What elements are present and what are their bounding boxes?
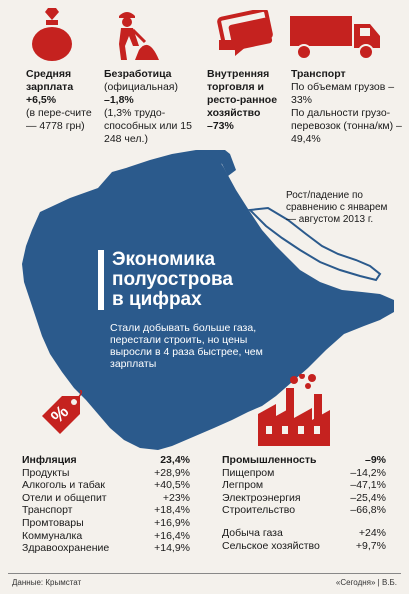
row-label: Строительство xyxy=(222,504,296,517)
row-label: Добыча газа xyxy=(222,526,283,539)
table-row: Отели и общепит +23% xyxy=(22,492,190,505)
truck-icon xyxy=(290,16,380,60)
row-label: Промтовары xyxy=(22,516,84,529)
indicator-transport: Транспорт По объемам грузов –33% По даль… xyxy=(291,68,403,146)
headline-accent-bar xyxy=(98,250,104,310)
row-label: Пищепром xyxy=(222,466,275,479)
industry-value: –9% xyxy=(364,454,386,466)
row-label: Сельское хозяйство xyxy=(222,539,320,552)
row-value: +18,4% xyxy=(154,504,190,517)
table-header: Промышленность –9% xyxy=(222,454,386,467)
row-value: +14,9% xyxy=(154,542,190,555)
headline: Экономика полуострова в цифрах xyxy=(112,250,282,310)
row-value: +9,7% xyxy=(355,539,386,552)
indicator-trade: Внутренняя торговля и ресто-ранное хозяй… xyxy=(207,68,287,133)
row-label: Продукты xyxy=(22,466,70,479)
inflation-label: Инфляция xyxy=(22,454,77,466)
footer-source: Данные: Крымстат xyxy=(12,578,82,587)
indicator-line2: По дальности грузо-перевозок (тонна/км) … xyxy=(291,107,402,145)
industry-label: Промышленность xyxy=(222,454,317,466)
crimea-map xyxy=(22,150,394,450)
indicator-title: Безработица xyxy=(104,68,172,80)
money-bill-icon xyxy=(217,10,273,56)
row-value: –66,8% xyxy=(350,504,386,517)
inflation-value: 23,4% xyxy=(160,454,190,466)
indicator-title: Средняя зарплата xyxy=(26,68,74,93)
table-header: Инфляция 23,4% xyxy=(22,454,190,467)
row-value: +16,4% xyxy=(154,529,190,542)
indicator-salary: Средняя зарплата +6,5% (в пере-счите — 4… xyxy=(26,68,98,133)
arabat-spit xyxy=(247,206,382,282)
table-row: Добыча газа +24% xyxy=(222,527,386,540)
table-row: Пищепром –14,2% xyxy=(222,467,386,480)
row-value: +24% xyxy=(358,526,386,539)
headline-line-2: полуострова xyxy=(112,269,233,290)
isthmus-shape xyxy=(196,150,236,176)
table-row: Сельское хозяйство +9,7% xyxy=(222,540,386,553)
row-label: Коммуналка xyxy=(22,529,83,542)
industry-table: Промышленность –9% Пищепром –14,2% Легпро… xyxy=(222,454,386,552)
indicator-value: –73% xyxy=(207,120,234,132)
headline-subtitle: Стали добывать больше газа, перестали ст… xyxy=(110,322,263,370)
indicator-detail: (1,3% трудо-способных или 15 248 чел.) xyxy=(104,107,192,145)
indicator-unemployment: Безработица (официальная) –1,8% (1,3% тр… xyxy=(104,68,200,146)
row-value: –25,4% xyxy=(350,491,386,504)
table-row: Коммуналка +16,4% xyxy=(22,530,190,543)
indicator-subtitle: (официальная) xyxy=(104,81,178,93)
indicator-value: –1,8% xyxy=(104,94,134,106)
inflation-table: Инфляция 23,4% Продукты +28,9% Алкоголь и… xyxy=(22,454,190,555)
row-label: Электроэнергия xyxy=(222,491,301,504)
table-row: Алкоголь и табак +40,5% xyxy=(22,479,190,492)
row-label: Алкоголь и табак xyxy=(22,479,105,492)
indicator-line1: По объемам грузов –33% xyxy=(291,81,395,106)
construction-worker-icon xyxy=(119,12,159,60)
row-value: +40,5% xyxy=(154,479,190,492)
table-row: Здравоохранение +14,9% xyxy=(22,542,190,555)
row-label: Транспорт xyxy=(22,504,73,517)
table-row: Промтовары +16,9% xyxy=(22,517,190,530)
row-value: +28,9% xyxy=(154,466,190,479)
row-value: –14,2% xyxy=(350,466,386,479)
peninsula-shape xyxy=(22,150,394,450)
row-value: –47,1% xyxy=(350,479,386,492)
money-bag-icon xyxy=(32,8,72,61)
row-label: Отели и общепит xyxy=(22,491,107,504)
factory-icon xyxy=(258,374,330,446)
indicator-value: +6,5% xyxy=(26,94,57,106)
percent-tag-icon: % xyxy=(36,390,86,440)
headline-line-1: Экономика xyxy=(112,249,216,270)
table-row: Электроэнергия –25,4% xyxy=(222,492,386,505)
indicator-detail: (в пере-счите — 4778 грн) xyxy=(26,107,92,132)
row-label: Легпром xyxy=(222,479,264,492)
row-value: +16,9% xyxy=(154,516,190,529)
footer-divider xyxy=(8,573,401,574)
comparison-note: Рост/падение по сравнению с январем— авг… xyxy=(286,190,388,225)
table-row: Легпром –47,1% xyxy=(222,479,386,492)
headline-line-3: в цифрах xyxy=(112,289,202,310)
row-value: +23% xyxy=(162,491,190,504)
table-row: Строительство –66,8% xyxy=(222,504,386,517)
footer-credit: «Сегодня» | В.Б. xyxy=(335,578,397,587)
table-row: Транспорт +18,4% xyxy=(22,504,190,517)
indicator-title: Внутренняя торговля и ресто-ранное хозяй… xyxy=(207,68,278,119)
table-row: Продукты +28,9% xyxy=(22,467,190,480)
row-label: Здравоохранение xyxy=(22,542,110,555)
indicator-title: Транспорт xyxy=(291,68,346,80)
